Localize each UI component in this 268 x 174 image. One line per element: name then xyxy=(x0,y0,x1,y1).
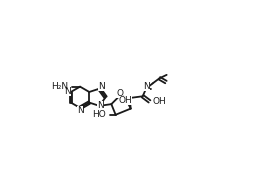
Text: N: N xyxy=(64,87,71,96)
Text: N: N xyxy=(77,106,83,116)
Text: O: O xyxy=(116,89,123,98)
Text: N: N xyxy=(143,82,150,91)
Text: OH: OH xyxy=(119,96,132,105)
Text: HO: HO xyxy=(92,110,106,119)
Text: OH: OH xyxy=(152,97,166,106)
Text: N: N xyxy=(97,101,104,110)
Text: N: N xyxy=(98,82,105,91)
Text: H₂N: H₂N xyxy=(51,82,68,91)
